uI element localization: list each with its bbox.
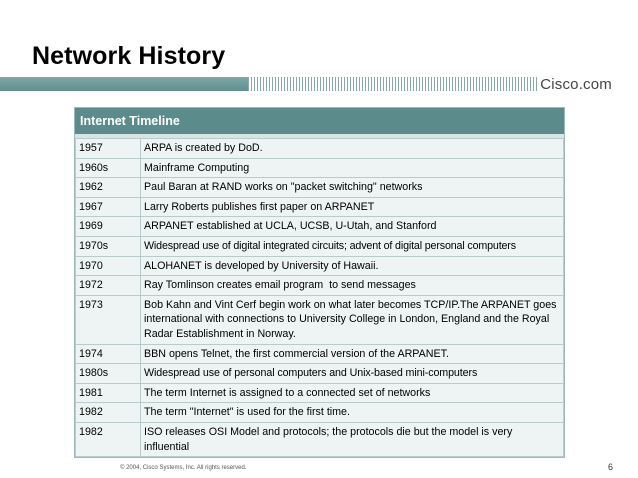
event-cell: Mainframe Computing (140, 157, 564, 179)
year-cell: 1960s (75, 157, 141, 179)
table-row: 1970s Widespread use of digital integrat… (75, 235, 564, 257)
event-cell: Widespread use of digital integrated cir… (140, 235, 564, 257)
year-cell: 1970 (75, 255, 141, 277)
year-cell: 1973 (75, 294, 141, 345)
event-cell: Ray Tomlinson creates email program to s… (140, 275, 564, 296)
table-row: 1957 ARPA is created by DoD. (75, 138, 564, 159)
event-cell: ARPANET established at UCLA, UCSB, U-Uta… (140, 216, 564, 237)
brand-logo-text: Cisco.com (540, 76, 612, 93)
event-cell: The term "Internet" is used for the firs… (140, 402, 564, 423)
year-cell: 1967 (75, 196, 141, 218)
title-band-solid (0, 77, 248, 91)
internet-timeline-table: Internet Timeline 1957 ARPA is created b… (74, 107, 565, 459)
table-row: 1967 Larry Roberts publishes first paper… (75, 196, 564, 218)
timeline-header: Internet Timeline (75, 108, 564, 138)
table-row: 1974 BBN opens Telnet, the first commerc… (75, 343, 564, 365)
title-band (0, 74, 638, 94)
table-row: 1969 ARPANET established at UCLA, UCSB, … (75, 216, 564, 237)
page-number: 6 (607, 462, 613, 472)
year-cell: 1982 (75, 421, 141, 458)
year-cell: 1982 (75, 402, 141, 423)
event-cell: Paul Baran at RAND works on "packet swit… (140, 177, 564, 198)
year-cell: 1972 (75, 275, 141, 296)
event-cell: Bob Kahn and Vint Cerf begin work on wha… (140, 294, 564, 345)
table-row: 1980s Widespread use of personal compute… (75, 363, 564, 384)
year-cell: 1981 (75, 382, 141, 404)
copyright-footer: © 2004, Cisco Systems, Inc. All rights r… (120, 465, 247, 471)
event-cell: The term Internet is assigned to a conne… (140, 382, 564, 404)
event-cell: ALOHANET is developed by University of H… (140, 255, 564, 277)
page-title: Network History (32, 42, 226, 70)
year-cell: 1974 (75, 343, 141, 365)
year-cell: 1980s (75, 363, 141, 384)
year-cell: 1957 (75, 138, 141, 159)
table-row: 1982 ISO releases OSI Model and protocol… (75, 421, 564, 458)
table-row: 1972 Ray Tomlinson creates email program… (75, 275, 564, 296)
table-row: 1962 Paul Baran at RAND works on "packet… (75, 177, 564, 198)
event-cell: ISO releases OSI Model and protocols; th… (140, 421, 564, 458)
event-cell: Widespread use of personal computers and… (140, 363, 564, 384)
table-row: 1970 ALOHANET is developed by University… (75, 255, 564, 277)
table-row: 1960s Mainframe Computing (75, 157, 564, 179)
table-row: 1973 Bob Kahn and Vint Cerf begin work o… (75, 294, 564, 345)
table-row: 1982 The term "Internet" is used for the… (75, 402, 564, 423)
title-band-stripes (248, 77, 538, 91)
year-cell: 1970s (75, 235, 141, 257)
event-cell: Larry Roberts publishes first paper on A… (140, 196, 564, 218)
timeline-grid: 1957 ARPA is created by DoD. 1960s Mainf… (75, 138, 564, 458)
year-cell: 1969 (75, 216, 141, 237)
table-row: 1981 The term Internet is assigned to a … (75, 382, 564, 404)
event-cell: BBN opens Telnet, the first commercial v… (140, 343, 564, 365)
event-cell: ARPA is created by DoD. (140, 138, 564, 159)
year-cell: 1962 (75, 177, 141, 198)
